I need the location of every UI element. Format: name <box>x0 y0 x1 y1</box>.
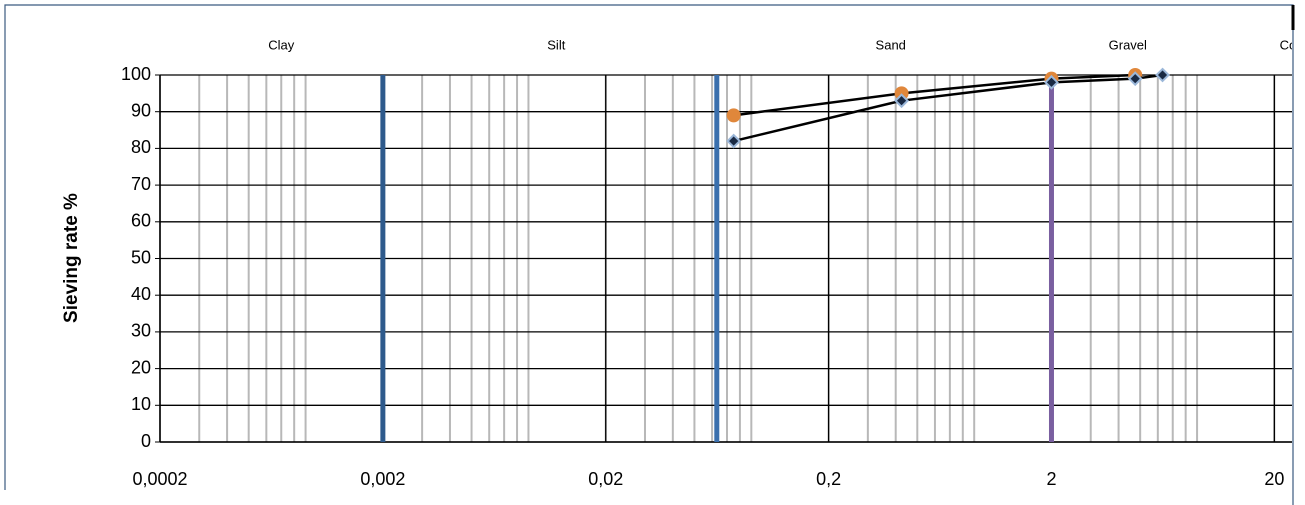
y-tick-label: 50 <box>131 247 151 267</box>
zone-label: Sand <box>876 37 906 52</box>
y-tick-label: 30 <box>131 321 151 341</box>
y-tick-label: 90 <box>131 100 151 120</box>
x-tick-label: 20 <box>1264 469 1284 489</box>
point <box>894 93 909 109</box>
point <box>1155 67 1170 83</box>
y-tick-label: 0 <box>141 431 151 451</box>
point <box>1044 74 1059 90</box>
frame <box>4 4 1294 505</box>
y-tick-label: 20 <box>131 357 151 377</box>
y-tick-label: 80 <box>131 137 151 157</box>
x-tick-label: 0,2 <box>816 469 841 489</box>
point <box>1127 71 1143 87</box>
zone-label: Clay <box>268 37 295 52</box>
x-tick-label: 0,002 <box>360 469 405 489</box>
y-tick-label: 60 <box>131 211 151 231</box>
point <box>726 108 741 123</box>
x-tick-label: 0,0002 <box>132 469 187 489</box>
series-line <box>733 73 1136 117</box>
y-tick-label: 40 <box>131 284 151 304</box>
y-tick-label: 100 <box>121 64 151 84</box>
zone-label: Co <box>1280 37 1297 52</box>
zone-label: Gravel <box>1109 37 1147 52</box>
x-tick-label: 0,02 <box>588 469 623 489</box>
y-tick-label: 10 <box>131 394 151 414</box>
x-tick-label: 2 <box>1046 469 1056 489</box>
y-tick-label: 70 <box>131 174 151 194</box>
y-axis-label: Sieving rate % <box>61 193 82 323</box>
point <box>726 133 742 149</box>
zone-label: Silt <box>547 37 565 52</box>
